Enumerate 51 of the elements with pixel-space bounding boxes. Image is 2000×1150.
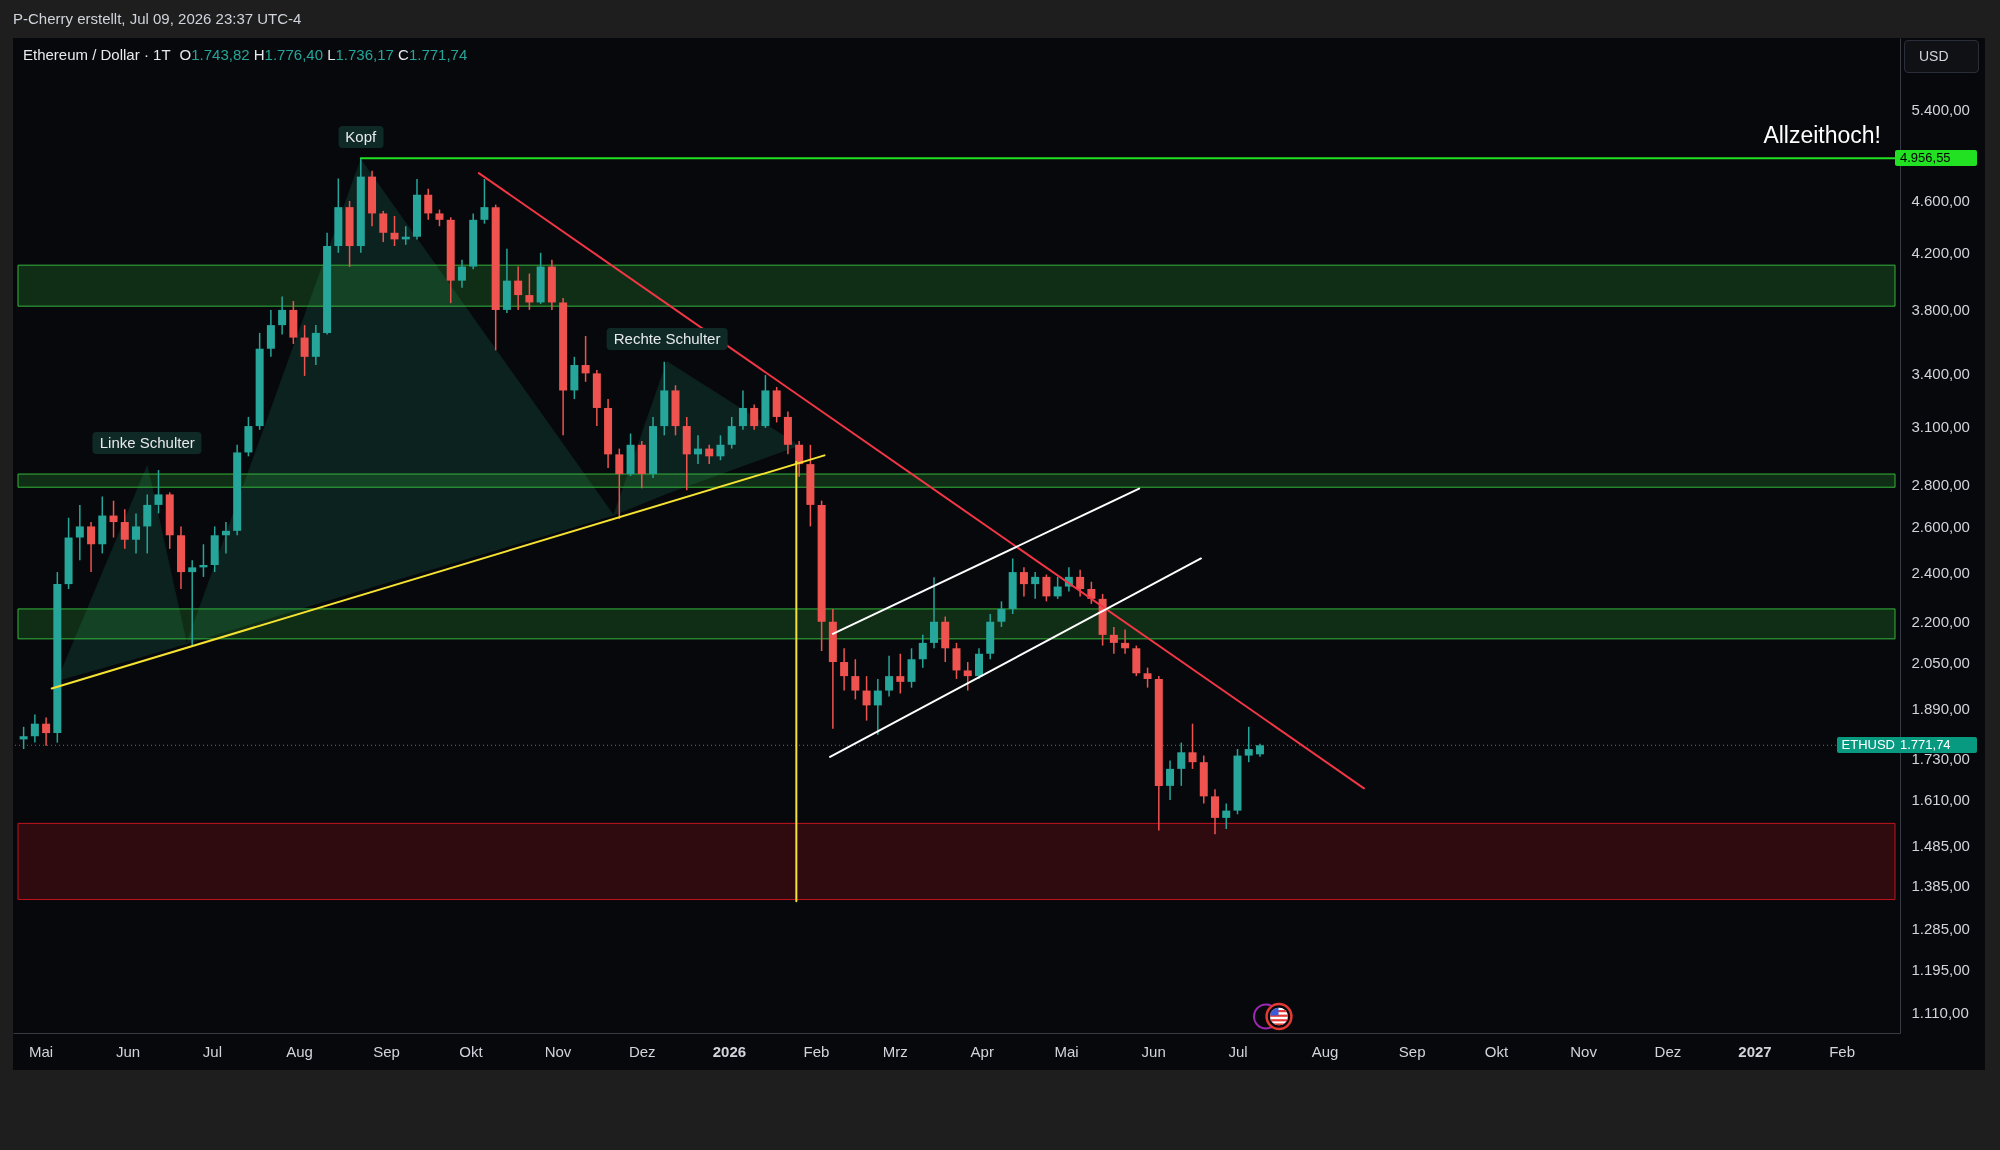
x-tick-label: Mrz bbox=[882, 1042, 908, 1060]
y-tick-label: 2.050,00 bbox=[1911, 653, 1970, 671]
annotation: 1.771,74 bbox=[1895, 737, 1977, 754]
y-tick-label: 5.400,00 bbox=[1911, 100, 1970, 118]
y-tick-label: 3.800,00 bbox=[1911, 301, 1970, 319]
x-tick-label: Jun bbox=[1141, 1042, 1166, 1060]
y-tick-label: 2.200,00 bbox=[1911, 613, 1970, 631]
x-tick-label: Okt bbox=[459, 1042, 484, 1060]
x-tick-label: Nov bbox=[544, 1042, 572, 1060]
y-tick-label: 3.400,00 bbox=[1911, 364, 1970, 382]
y-tick-label: 1.195,00 bbox=[1911, 961, 1970, 979]
y-tick-label: 1.485,00 bbox=[1911, 837, 1970, 855]
x-tick-label: Okt bbox=[1484, 1042, 1509, 1060]
y-tick-label: 1.110,00 bbox=[1911, 1003, 1969, 1021]
x-tick-label: Aug bbox=[1311, 1042, 1339, 1060]
x-tick-label: Nov bbox=[1570, 1042, 1598, 1060]
x-tick-label: Sep bbox=[373, 1042, 400, 1060]
y-tick-label: 1.285,00 bbox=[1911, 920, 1970, 938]
x-tick-label: Jul bbox=[1228, 1042, 1248, 1060]
x-tick-label: Jul bbox=[202, 1042, 222, 1060]
text: O1.743,82 H1.776,40 L1.736,17 C1.771,74 bbox=[179, 46, 468, 63]
x-tick-label: 2027 bbox=[1738, 1042, 1772, 1060]
y-tick-label: 1.385,00 bbox=[1911, 877, 1970, 895]
x-tick-label: Mai bbox=[1054, 1042, 1079, 1060]
text: Ethereum / Dollar · 1T bbox=[23, 46, 171, 63]
ref-line-label: ETHUSD bbox=[1836, 737, 1900, 754]
y-tick-label: 4.600,00 bbox=[1911, 192, 1970, 210]
x-tick-label: Sep bbox=[1398, 1042, 1426, 1060]
annotation: Linke Schulter bbox=[92, 432, 202, 455]
x-tick-label: Feb bbox=[1829, 1042, 1856, 1060]
annotation: Kopf bbox=[338, 125, 384, 148]
y-tick-label: 2.600,00 bbox=[1911, 517, 1970, 535]
text: P-Cherry erstellt, Jul 09, 2026 23:37 UTC-4 bbox=[13, 10, 302, 27]
x-tick-label: Feb bbox=[803, 1042, 830, 1060]
x-tick-label: Dez bbox=[1654, 1042, 1682, 1060]
x-tick-label: Aug bbox=[286, 1042, 313, 1060]
x-tick-label: 2026 bbox=[712, 1042, 747, 1060]
y-tick-label: 1.610,00 bbox=[1911, 791, 1970, 809]
y-axis-title: USD bbox=[1904, 40, 1979, 73]
y-tick-label: 2.400,00 bbox=[1911, 563, 1970, 581]
y-tick-label: 1.890,00 bbox=[1911, 699, 1970, 717]
y-tick-label: 4.200,00 bbox=[1911, 244, 1970, 262]
data-label: 4.956,55 bbox=[1895, 150, 1977, 167]
annotation: Rechte Schulter bbox=[606, 327, 728, 350]
x-tick-label: Apr bbox=[970, 1042, 994, 1060]
x-tick-label: Jun bbox=[115, 1042, 141, 1060]
x-tick-label: Dez bbox=[628, 1042, 656, 1060]
y-tick-label: 3.100,00 bbox=[1911, 417, 1970, 435]
x-tick-label: Mai bbox=[28, 1042, 54, 1060]
series-label: Allzeithoch! bbox=[1763, 122, 1881, 149]
y-tick-label: 2.800,00 bbox=[1911, 475, 1970, 493]
